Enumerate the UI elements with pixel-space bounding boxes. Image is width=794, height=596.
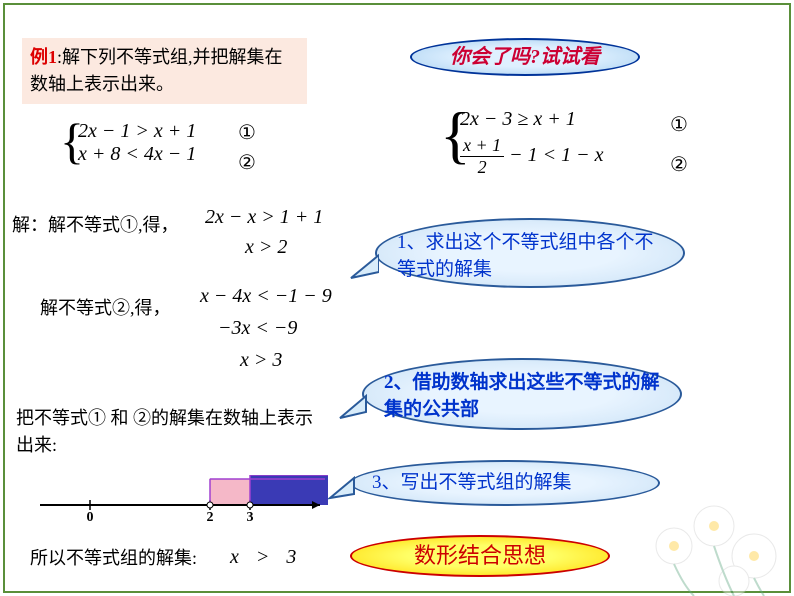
mark-1: ① bbox=[670, 112, 688, 137]
callout-tail-icon bbox=[328, 476, 356, 502]
example-label: 例1 bbox=[30, 47, 57, 67]
callout-3: 3、写出不等式组的解集 bbox=[350, 460, 660, 506]
svg-text:2: 2 bbox=[207, 510, 214, 525]
mark-2: ② bbox=[670, 152, 688, 177]
combine-text: 把不等式① 和 ②的解集在数轴上表示出来: bbox=[16, 405, 326, 459]
sys1-line2: x + 8 < 4x − 1 bbox=[78, 143, 196, 165]
solve-step1: 解：解不等式①,得， bbox=[12, 212, 179, 239]
callout-1: 1、求出这个不等式组中各个不等式的解集 bbox=[375, 218, 685, 288]
sys1-line1: 2x − 1 > x + 1 bbox=[78, 120, 196, 142]
try-bubble: 你会了吗?试试看 bbox=[410, 38, 640, 76]
work2: x − 4x < −1 − 9 −3x < −9 x > 3 bbox=[200, 280, 332, 376]
inequality-system-1: { 2x − 1 > x + 1 x + 8 < 4x − 1 ① ② bbox=[78, 120, 196, 166]
sys2-line2: − 1 < 1 − x bbox=[504, 144, 603, 166]
number-line: 0 2 3 bbox=[30, 475, 330, 525]
mark-1: ① bbox=[238, 120, 256, 145]
conclusion: 所以不等式组的解集: bbox=[30, 545, 197, 572]
conclusion-math: x > 3 bbox=[230, 542, 302, 572]
callout-tail-icon bbox=[349, 250, 379, 280]
yellow-bubble: 数形结合思想 bbox=[350, 535, 610, 577]
callout-2: 2、借助数轴求出这些不等式的解集的公共部 bbox=[362, 358, 682, 430]
svg-text:0: 0 bbox=[87, 510, 94, 525]
work1: 2x − x > 1 + 1 x > 2 bbox=[205, 202, 323, 262]
inequality-system-2: { 2x − 3 ≥ x + 1 x + 12 − 1 < 1 − x ① ② bbox=[460, 108, 604, 178]
mark-2: ② bbox=[238, 150, 256, 175]
example-box: 例1:解下列不等式组,并把解集在数轴上表示出来。 bbox=[22, 38, 307, 104]
solve-step2: 解不等式②,得， bbox=[40, 295, 171, 322]
svg-text:3: 3 bbox=[247, 510, 254, 525]
sys2-line1: 2x − 3 ≥ x + 1 bbox=[460, 108, 576, 130]
decorative-flowers bbox=[614, 416, 794, 596]
callout-tail-icon bbox=[338, 392, 368, 422]
fraction: x + 12 bbox=[460, 135, 504, 178]
example-text: :解下列不等式组,并把解集在数轴上表示出来。 bbox=[30, 47, 283, 94]
